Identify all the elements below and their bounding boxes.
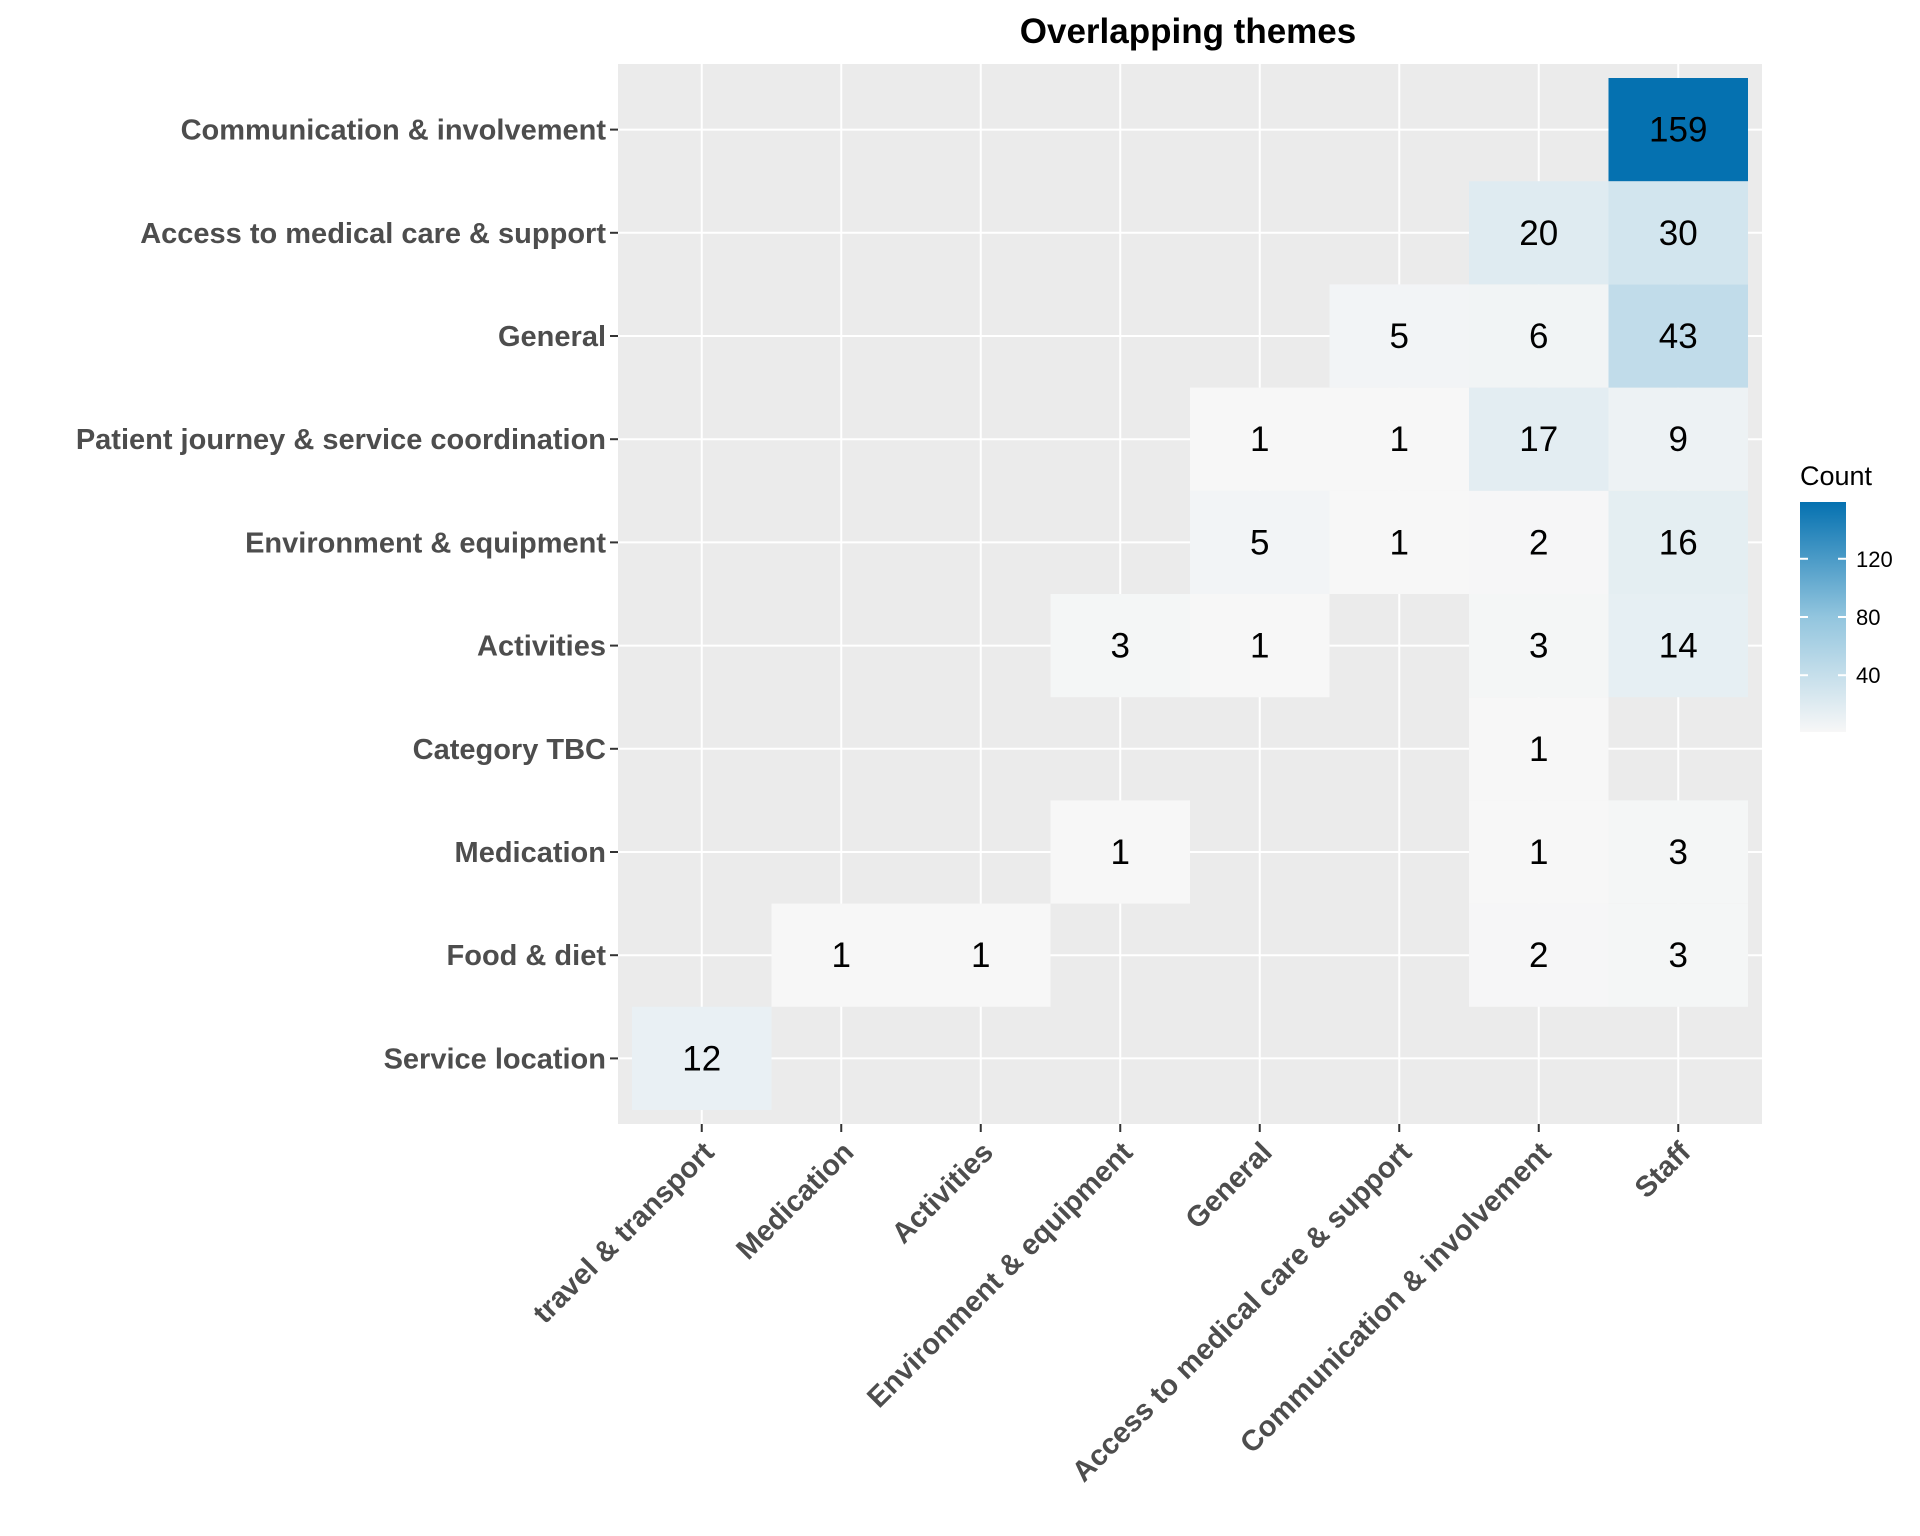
y-tick-label: General bbox=[498, 321, 606, 353]
heatmap-cells bbox=[632, 78, 1748, 1110]
cell-value-label: 20 bbox=[1519, 214, 1558, 253]
y-tick-label: Patient journey & service coordination bbox=[76, 424, 606, 456]
y-tick-label: Communication & involvement bbox=[181, 115, 607, 147]
x-tick-label: Environment & equipment bbox=[861, 1136, 1139, 1414]
x-tick-label: Activities bbox=[886, 1136, 1000, 1250]
heatmap-cell bbox=[1190, 387, 1330, 491]
cell-value-label: 1 bbox=[1529, 833, 1548, 872]
y-axis: Service location Food & diet Medication Cat… bbox=[76, 115, 618, 1075]
cell-value-label: 1 bbox=[832, 936, 851, 975]
y-tick-label: Activities bbox=[477, 631, 606, 663]
color-legend: Count 40 80 120 bbox=[1800, 461, 1893, 732]
heatmap-cell bbox=[1329, 284, 1469, 388]
heatmap-cell bbox=[1608, 387, 1748, 491]
legend-tick-label: 40 bbox=[1856, 663, 1880, 688]
cell-value-label: 9 bbox=[1669, 420, 1688, 459]
legend-tick-label: 80 bbox=[1856, 605, 1880, 630]
legend-ticks: 40 80 120 bbox=[1800, 547, 1893, 688]
heatmap-cell bbox=[1608, 284, 1748, 388]
heatmap-cell bbox=[1469, 490, 1609, 594]
heatmap-cell bbox=[1469, 800, 1609, 904]
cell-value-label: 17 bbox=[1519, 420, 1558, 459]
y-tick-label: Category TBC bbox=[413, 734, 606, 766]
x-tick-label: Communication & involvement bbox=[1234, 1136, 1558, 1460]
cell-value-label: 1 bbox=[1111, 833, 1130, 872]
legend-tick-label: 120 bbox=[1856, 547, 1893, 572]
heatmap-cell bbox=[1050, 800, 1190, 904]
cell-value-label: 16 bbox=[1659, 523, 1698, 562]
cell-value-label: 5 bbox=[1390, 317, 1409, 356]
heatmap-cell bbox=[1190, 490, 1330, 594]
cell-value-label: 12 bbox=[682, 1039, 721, 1078]
y-tick-label: Food & diet bbox=[447, 940, 607, 972]
cell-value-label: 3 bbox=[1669, 833, 1688, 872]
heatmap-cell bbox=[1608, 903, 1748, 1007]
cell-value-label: 1 bbox=[1250, 627, 1269, 666]
cell-value-label: 30 bbox=[1659, 214, 1698, 253]
heatmap-cell bbox=[632, 1006, 772, 1110]
cell-value-label: 5 bbox=[1250, 523, 1269, 562]
legend-title: Count bbox=[1800, 461, 1873, 491]
cell-value-label: 1 bbox=[1529, 730, 1548, 769]
heatmap-cell bbox=[1608, 181, 1748, 285]
heatmap-cell bbox=[1329, 490, 1469, 594]
cell-value-label: 3 bbox=[1529, 627, 1548, 666]
cell-value-label: 2 bbox=[1529, 523, 1548, 562]
heatmap-cell bbox=[1050, 594, 1190, 698]
cell-value-label: 3 bbox=[1669, 936, 1688, 975]
heatmap-cell bbox=[1329, 387, 1469, 491]
cell-value-label: 1 bbox=[971, 936, 990, 975]
x-tick-label: Staff bbox=[1629, 1136, 1697, 1204]
heatmap-cell bbox=[1469, 903, 1609, 1007]
y-tick-label: Access to medical care & support bbox=[140, 218, 606, 250]
heatmap-cell bbox=[771, 903, 911, 1007]
heatmap-cell bbox=[1469, 697, 1609, 801]
cell-value-label: 6 bbox=[1529, 317, 1548, 356]
cell-value-label: 1 bbox=[1390, 420, 1409, 459]
cell-value-label: 1 bbox=[1390, 523, 1409, 562]
y-tick-label: Service location bbox=[384, 1043, 606, 1075]
heatmap-cell bbox=[1608, 78, 1748, 182]
heatmap-cell bbox=[1608, 490, 1748, 594]
cell-value-label: 43 bbox=[1659, 317, 1698, 356]
cell-value-label: 159 bbox=[1649, 111, 1707, 150]
x-tick-label: Medication bbox=[730, 1136, 860, 1266]
cell-value-label: 3 bbox=[1111, 627, 1130, 666]
heatmap-cell bbox=[1190, 594, 1330, 698]
x-tick-label: travel & transport bbox=[527, 1136, 721, 1330]
heatmap-cell bbox=[911, 903, 1051, 1007]
x-tick-label: General bbox=[1180, 1136, 1279, 1235]
heatmap-cell bbox=[1469, 594, 1609, 698]
chart-title: Overlapping themes bbox=[1020, 12, 1356, 51]
cell-value-label: 2 bbox=[1529, 936, 1548, 975]
heatmap-cell bbox=[1469, 387, 1609, 491]
heatmap-cell bbox=[1608, 594, 1748, 698]
heatmap-cell bbox=[1469, 284, 1609, 388]
cell-value-label: 14 bbox=[1659, 627, 1698, 666]
heatmap-cell bbox=[1469, 181, 1609, 285]
y-tick-label: Environment & equipment bbox=[245, 527, 606, 559]
x-axis: travel & transport Medication ActivitiesEn… bbox=[527, 1124, 1697, 1488]
heatmap-cell bbox=[1608, 800, 1748, 904]
cell-value-label: 1 bbox=[1250, 420, 1269, 459]
y-tick-label: Medication bbox=[455, 837, 606, 869]
